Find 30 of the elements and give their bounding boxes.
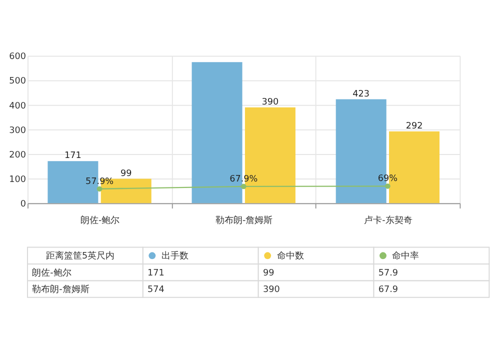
text: 57.9	[378, 268, 398, 278]
category-label: 勒布朗-詹姆斯	[32, 285, 90, 295]
data-label: 171	[64, 151, 82, 162]
legend-label: 出手数	[161, 250, 188, 262]
y-tick-label: 300	[9, 126, 26, 136]
data-label: 57.9%	[86, 176, 114, 187]
legend-title: 距离篮筐5英尺内	[46, 250, 115, 262]
x-tick-label: 勒布朗-詹姆斯	[216, 215, 273, 226]
data-label: 390	[262, 97, 279, 108]
text: 171	[148, 268, 164, 278]
data-label: 423	[352, 89, 370, 100]
data-label: 69%	[378, 174, 398, 184]
data-label: 292	[406, 121, 423, 132]
y-tick-label: 400	[9, 101, 26, 112]
data-label: 67.9%	[230, 174, 258, 185]
legend-label: 命中数	[276, 250, 304, 262]
text: 574	[148, 285, 165, 295]
y-tick-label: 600	[9, 52, 26, 62]
x-tick-label: 朗佐-鲍尔	[80, 215, 120, 226]
data-label: 99	[120, 168, 132, 179]
text: 99	[262, 268, 274, 278]
y-tick-label: 200	[9, 150, 26, 160]
legend-label: 命中率	[392, 250, 420, 262]
category-label: 朗佐-鲍尔	[32, 268, 72, 278]
y-tick-label: 500	[9, 76, 26, 87]
text: 67.9	[378, 285, 398, 295]
y-tick-label: 100	[9, 174, 26, 185]
x-tick-label: 卢卡-东契奇	[364, 215, 412, 226]
y-tick-label: 0	[20, 200, 26, 210]
text: 390	[262, 285, 280, 295]
